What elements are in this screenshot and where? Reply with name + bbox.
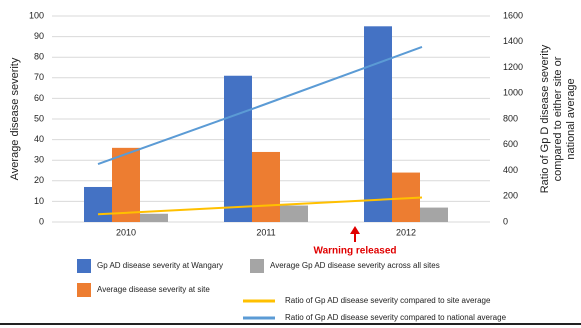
- y2-tick-label: 1400: [503, 36, 523, 46]
- y-tick-label: 50: [34, 113, 44, 123]
- bar: [112, 147, 140, 222]
- y2-tick-label: 400: [503, 165, 518, 175]
- y-tick-label: 0: [39, 216, 44, 226]
- annotation: Warning released: [314, 246, 397, 257]
- y-tick-label: 100: [29, 10, 44, 20]
- y-tick-label: 80: [34, 52, 44, 62]
- legend-label: Ratio of Gp AD disease severity compared…: [285, 313, 507, 322]
- y2-tick-label: 1600: [503, 10, 523, 20]
- y2-axis-label-line: Ratio of Gp D disease severity: [539, 44, 551, 193]
- y2-tick-label: 1200: [503, 62, 523, 72]
- y-tick-label: 30: [34, 155, 44, 165]
- x-tick-label: 2010: [116, 227, 136, 237]
- y2-axis-label-line: national average: [565, 78, 577, 159]
- legend-label: Gp AD disease severity at Wangary: [97, 261, 223, 270]
- y-tick-label: 70: [34, 72, 44, 82]
- y2-tick-label: 1000: [503, 88, 523, 98]
- line-series: [97, 196, 423, 216]
- y2-axis-label-line: compared to either site or: [552, 56, 564, 181]
- bar: [280, 205, 308, 222]
- y-tick-label: 60: [34, 93, 44, 103]
- y2-tick-label: 200: [503, 191, 518, 201]
- bar: [252, 151, 280, 222]
- bar: [140, 213, 168, 222]
- x-tick-label: 2011: [256, 227, 275, 237]
- legend-label: Average Gp AD disease severity across al…: [270, 261, 440, 270]
- legend-swatch: [77, 283, 91, 297]
- legend-swatch: [77, 259, 91, 273]
- bar: [364, 26, 392, 222]
- legend-label: Average disease severity at site: [97, 285, 210, 294]
- y-axis-label: Average disease severity: [9, 57, 21, 180]
- y-tick-label: 90: [34, 31, 44, 41]
- y-tick-label: 20: [34, 175, 44, 185]
- bar: [420, 207, 448, 222]
- bar: [224, 75, 252, 223]
- y-tick-label: 10: [34, 196, 44, 206]
- legend-swatch: [250, 259, 264, 273]
- y2-tick-label: 0: [503, 216, 508, 226]
- legend-label: Ratio of Gp AD disease severity compared…: [285, 296, 491, 305]
- y2-tick-label: 800: [503, 113, 518, 123]
- y-tick-label: 40: [34, 134, 44, 144]
- line-series: [97, 45, 423, 166]
- annotation-arrowhead: [350, 226, 360, 234]
- y2-tick-label: 600: [503, 139, 518, 149]
- x-tick-label: 2012: [396, 227, 416, 237]
- bar: [84, 186, 112, 222]
